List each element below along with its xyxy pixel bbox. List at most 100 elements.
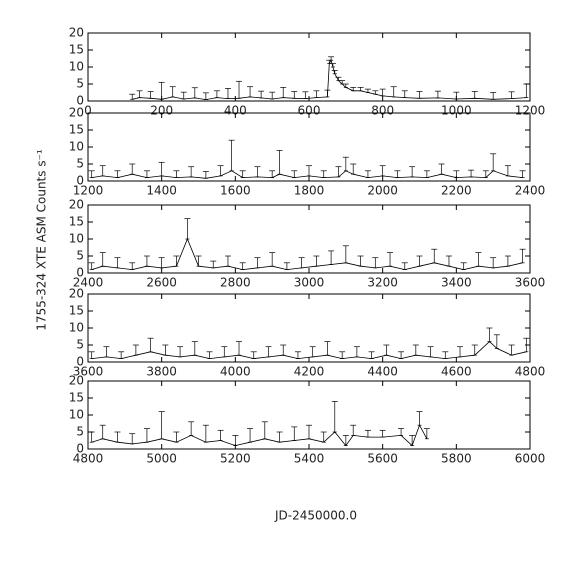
error-bar xyxy=(291,170,298,178)
x-tick-label: 200 xyxy=(150,104,173,118)
error-bar xyxy=(247,86,254,98)
error-bar xyxy=(442,351,449,359)
error-bar xyxy=(331,70,338,75)
error-bar xyxy=(188,421,195,436)
x-tick-label: 3600 xyxy=(515,276,546,290)
error-bar xyxy=(191,87,198,99)
error-bar xyxy=(158,411,165,440)
y-tick-label: 0 xyxy=(76,442,84,456)
x-tick-label: 6000 xyxy=(515,452,546,466)
x-tick-label: 400 xyxy=(224,104,247,118)
error-bar xyxy=(143,428,150,443)
error-bar xyxy=(103,346,110,358)
error-bar xyxy=(191,341,198,356)
error-bar xyxy=(210,260,217,269)
error-bar xyxy=(276,431,283,443)
error-bar xyxy=(508,91,515,99)
error-bar xyxy=(99,424,106,440)
x-tick-label: 5600 xyxy=(367,452,398,466)
x-tick-label: 2600 xyxy=(146,276,177,290)
error-bar xyxy=(445,255,452,267)
y-tick-label: 15 xyxy=(69,304,84,318)
error-bar xyxy=(342,83,349,88)
y-tick-label: 10 xyxy=(69,60,84,74)
error-bar xyxy=(423,428,430,440)
error-bar xyxy=(280,87,287,98)
error-bar xyxy=(328,56,335,61)
error-bar xyxy=(350,424,357,436)
error-bar xyxy=(258,90,265,99)
error-bar xyxy=(453,170,460,178)
x-tick-label: 2400 xyxy=(73,276,104,290)
error-bar xyxy=(114,257,121,269)
error-bar xyxy=(320,431,327,443)
error-bar xyxy=(423,170,430,178)
error-bar xyxy=(202,92,209,100)
light-curve xyxy=(91,341,527,360)
error-bar xyxy=(236,80,243,99)
error-bar xyxy=(453,91,460,100)
x-tick-label: 2200 xyxy=(441,184,472,198)
error-bar xyxy=(364,88,371,93)
y-tick-label: 5 xyxy=(76,249,84,263)
error-bar xyxy=(195,255,202,267)
error-bar xyxy=(471,91,478,99)
error-bar xyxy=(143,255,150,267)
y-tick-label: 10 xyxy=(69,321,84,335)
error-bar xyxy=(523,83,530,98)
x-tick-label: 1400 xyxy=(146,184,177,198)
y-tick-label: 20 xyxy=(69,374,84,388)
error-bar xyxy=(221,346,228,358)
error-bar xyxy=(306,165,312,177)
x-tick-label: 3000 xyxy=(294,276,325,290)
x-tick-label: 600 xyxy=(298,104,321,118)
y-tick-label: 20 xyxy=(69,198,84,212)
error-bar xyxy=(294,351,301,359)
error-bar xyxy=(416,255,423,267)
x-tick-label: 1000 xyxy=(441,104,472,118)
error-bar xyxy=(306,424,312,440)
error-bar xyxy=(504,165,511,177)
error-bar xyxy=(88,351,95,359)
x-tick-label: 3400 xyxy=(441,276,472,290)
error-bar xyxy=(379,429,386,438)
y-tick-label: 15 xyxy=(69,391,84,405)
light-curve xyxy=(91,170,523,179)
error-bar xyxy=(335,166,342,178)
error-bar xyxy=(88,431,95,443)
y-tick-label: 20 xyxy=(69,26,84,40)
error-bar xyxy=(401,262,408,270)
error-bar xyxy=(239,170,246,178)
error-bar xyxy=(147,337,154,353)
error-bar xyxy=(364,170,371,178)
x-tick-label: 4800 xyxy=(73,452,104,466)
x-tick-label: 1600 xyxy=(220,184,251,198)
y-tick-label: 0 xyxy=(76,174,84,188)
y-axis-label: 1755-324 XTE ASM Counts s⁻¹ xyxy=(35,149,49,331)
error-bar xyxy=(372,257,379,269)
error-bar xyxy=(136,90,143,98)
y-tick-label: 15 xyxy=(69,215,84,229)
error-bar xyxy=(409,166,416,178)
error-bar xyxy=(350,87,357,92)
error-bar xyxy=(162,344,169,356)
plot-frame xyxy=(87,293,531,363)
error-bar xyxy=(239,262,246,270)
error-bar xyxy=(269,91,276,100)
error-bar xyxy=(339,351,346,359)
error-bar xyxy=(283,262,290,270)
error-bar xyxy=(475,252,482,267)
error-bar xyxy=(379,165,386,177)
error-bar xyxy=(147,91,154,99)
error-bar xyxy=(254,166,261,178)
x-tick-label: 2400 xyxy=(515,184,546,198)
error-bar xyxy=(364,429,371,438)
error-bar xyxy=(504,255,511,267)
error-bar xyxy=(519,248,526,264)
error-bar xyxy=(523,337,530,353)
error-bar xyxy=(482,170,489,178)
x-tick-label: 3600 xyxy=(73,365,104,379)
y-tick-label: 20 xyxy=(69,287,84,301)
y-tick-label: 5 xyxy=(76,425,84,439)
